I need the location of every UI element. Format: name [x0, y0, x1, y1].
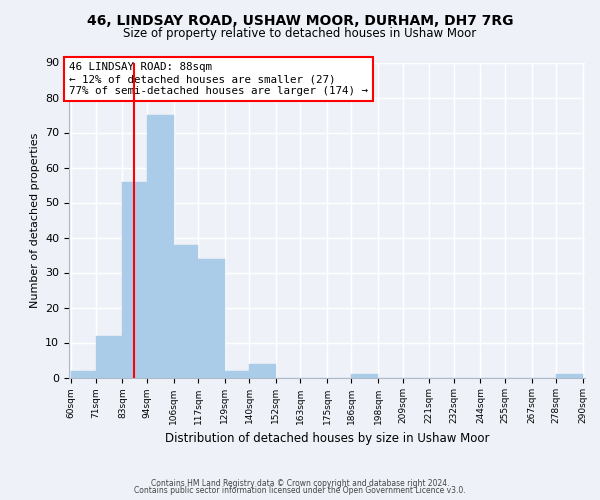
Bar [556, 374, 583, 378]
Text: 46, LINDSAY ROAD, USHAW MOOR, DURHAM, DH7 7RG: 46, LINDSAY ROAD, USHAW MOOR, DURHAM, DH… [87, 14, 513, 28]
Text: 46 LINDSAY ROAD: 88sqm
← 12% of detached houses are smaller (27)
77% of semi-det: 46 LINDSAY ROAD: 88sqm ← 12% of detached… [69, 62, 368, 96]
Text: Size of property relative to detached houses in Ushaw Moor: Size of property relative to detached ho… [124, 28, 476, 40]
Y-axis label: Number of detached properties: Number of detached properties [29, 132, 40, 308]
Bar [224, 370, 249, 378]
Bar [95, 336, 122, 378]
X-axis label: Distribution of detached houses by size in Ushaw Moor: Distribution of detached houses by size … [165, 432, 489, 445]
Text: Contains public sector information licensed under the Open Government Licence v3: Contains public sector information licen… [134, 486, 466, 495]
Text: Contains HM Land Registry data © Crown copyright and database right 2024.: Contains HM Land Registry data © Crown c… [151, 478, 449, 488]
Bar [147, 115, 173, 378]
Bar [122, 182, 147, 378]
Bar [249, 364, 276, 378]
Bar [71, 370, 95, 378]
Bar [173, 244, 198, 378]
Bar [352, 374, 378, 378]
Bar [198, 258, 224, 378]
